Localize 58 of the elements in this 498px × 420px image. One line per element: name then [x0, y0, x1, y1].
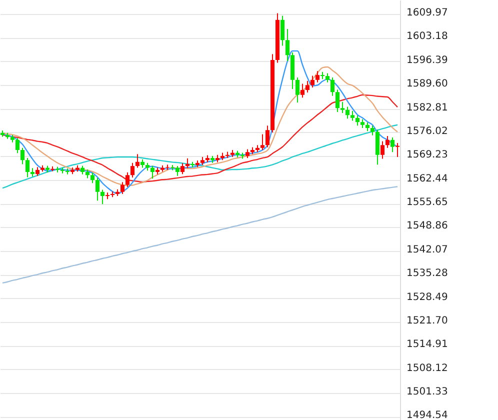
candlestick	[310, 75, 314, 88]
y-tick-label: 1603.18	[406, 31, 448, 42]
candlestick	[266, 125, 270, 148]
y-tick-label: 1555.65	[406, 197, 448, 208]
candlestick	[126, 172, 130, 188]
candlestick	[56, 166, 60, 173]
candlestick	[340, 101, 344, 114]
candlestick	[20, 147, 24, 165]
candlestick	[150, 165, 154, 180]
candlestick	[120, 182, 124, 194]
candlestick	[306, 80, 310, 93]
line-series	[2, 50, 398, 194]
candlestick	[96, 177, 100, 202]
candlestick	[180, 162, 184, 175]
y-tick-label: 1562.44	[406, 173, 448, 184]
candlestick	[186, 158, 190, 169]
candlestick	[350, 110, 354, 122]
y-tick-label: 1542.07	[406, 244, 448, 256]
y-tick-label: 1528.49	[406, 292, 448, 303]
candlestick	[330, 76, 334, 96]
candlestick	[176, 166, 180, 176]
y-tick-label: 1569.23	[406, 150, 448, 161]
candlestick	[356, 114, 360, 126]
y-tick-label: 1582.81	[406, 102, 448, 114]
candlestick	[396, 142, 400, 158]
y-tick-label: 1589.60	[406, 78, 448, 90]
candlestick	[346, 106, 350, 120]
y-tick-label: 1576.02	[406, 126, 448, 137]
y-tick-label: 1521.70	[406, 315, 448, 326]
candlestick	[260, 134, 264, 150]
y-tick-label: 1548.86	[406, 220, 448, 232]
candlestick	[280, 15, 284, 46]
candlestick	[100, 189, 104, 205]
y-tick-label: 1596.39	[406, 54, 448, 66]
y-tick-label: 1535.28	[406, 268, 448, 280]
y-tick-label: 1494.54	[406, 410, 448, 420]
candlestick	[386, 136, 390, 148]
candlestick	[286, 28, 290, 62]
candlestick	[370, 125, 374, 136]
candlestick	[300, 83, 304, 98]
y-tick-label: 1514.91	[406, 339, 448, 350]
y-tick-label: 1609.97	[406, 8, 448, 19]
candlestick	[376, 129, 380, 166]
candlestick	[390, 136, 394, 153]
candlestick	[136, 154, 140, 168]
candlestick	[16, 138, 20, 154]
y-tick-label: 1501.33	[406, 386, 448, 398]
candlestick	[336, 89, 340, 112]
candlestick	[26, 158, 30, 178]
candlestick	[130, 162, 134, 178]
line-series	[2, 124, 398, 189]
line-series	[2, 186, 398, 284]
candlestick	[90, 172, 94, 184]
candlestick	[326, 72, 330, 83]
candlestick	[380, 140, 384, 160]
candlestick	[296, 76, 300, 104]
candlestick	[316, 70, 320, 83]
y-tick-label: 1508.12	[406, 362, 448, 374]
